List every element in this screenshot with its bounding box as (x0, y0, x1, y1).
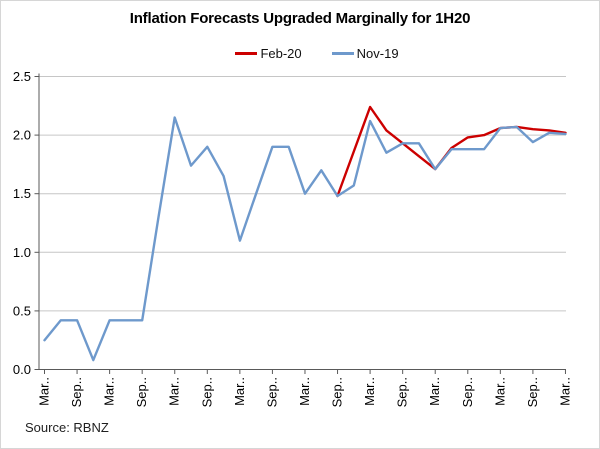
x-tick-label: Sep.. (395, 377, 410, 407)
x-tick-label: Mar.. (232, 377, 247, 406)
x-tick-label: Sep.. (199, 377, 214, 407)
x-tick-label: Mar.. (557, 377, 572, 406)
series-line-nov-19 (43, 116, 567, 362)
source-note: Source: RBNZ (25, 420, 109, 435)
x-tick-label: Sep.. (69, 377, 84, 407)
x-tick-label: Sep.. (134, 377, 149, 407)
y-tick-label: 0.0 (13, 362, 31, 377)
x-tick-label: Mar.. (37, 377, 52, 406)
series-line-feb-20 (336, 105, 567, 198)
legend-swatch-nov19 (331, 52, 354, 55)
x-tick-label: Mar.. (492, 377, 507, 406)
y-tick-label: 0.5 (13, 303, 31, 318)
x-tick-label: Mar.. (362, 377, 377, 406)
legend-item-nov19: Nov-19 (331, 46, 399, 61)
y-tick-label: 2.0 (13, 128, 31, 143)
legend-item-feb20: Feb-20 (235, 46, 302, 61)
x-tick-label: Sep.. (264, 377, 279, 407)
y-tick-label: 2.5 (13, 69, 31, 84)
x-tick-label: Mar.. (102, 377, 117, 406)
x-tick-label: Sep.. (460, 377, 475, 407)
x-tick-label: Sep.. (525, 377, 540, 407)
legend-label-nov19: Nov-19 (356, 46, 399, 61)
y-tick-label: 1.5 (13, 186, 31, 201)
chart-legend: Feb-20 Nov-19 (18, 46, 599, 61)
x-tick-label: Mar.. (167, 377, 182, 406)
x-tick-label: Mar.. (297, 377, 312, 406)
x-tick-label: Sep.. (330, 377, 345, 407)
legend-label-feb20: Feb-20 (260, 46, 302, 61)
legend-swatch-feb20 (235, 52, 258, 55)
chart-title: Inflation Forecasts Upgraded Marginally … (129, 10, 471, 27)
x-tick-label: Mar.. (427, 377, 442, 406)
y-tick-label: 1.0 (13, 245, 31, 260)
